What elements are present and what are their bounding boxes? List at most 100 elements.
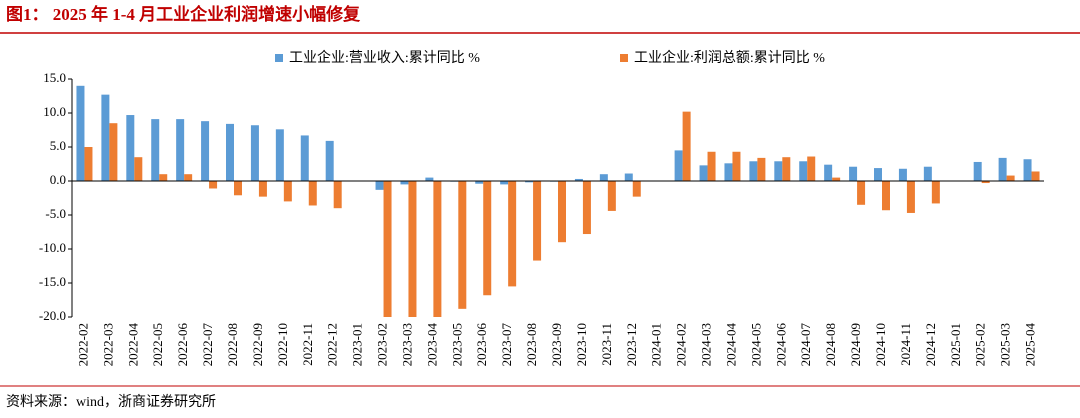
bar — [898, 168, 907, 181]
bar — [774, 161, 783, 181]
bar — [151, 119, 160, 181]
bar — [209, 181, 218, 189]
x-tick-label: 2023-07 — [499, 323, 514, 367]
y-tick-label: 15.0 — [43, 70, 66, 85]
x-tick-label: 2024-01 — [649, 323, 664, 366]
y-tick-label: -10.0 — [39, 240, 66, 255]
bar — [807, 156, 816, 181]
bar — [84, 147, 93, 181]
bar — [981, 181, 990, 184]
x-tick-label: 2023-04 — [424, 323, 439, 367]
bar — [176, 119, 185, 181]
bar — [300, 135, 309, 181]
bar — [375, 181, 384, 190]
bar — [134, 157, 143, 181]
bar — [458, 181, 467, 309]
bar — [525, 181, 534, 183]
bar — [226, 123, 234, 181]
legend-swatch — [620, 54, 628, 62]
bar — [607, 181, 616, 211]
bar — [1006, 175, 1015, 181]
bar — [757, 157, 766, 181]
x-tick-label: 2022-12 — [325, 323, 340, 366]
bar — [624, 173, 633, 181]
bar — [283, 181, 292, 202]
bar — [906, 181, 915, 213]
legend-label: 工业企业:利润总额:累计同比 % — [634, 49, 825, 66]
y-tick-label: 0.0 — [50, 172, 66, 187]
bar — [258, 181, 267, 197]
source: 资料来源：wind，浙商证券研究所 — [6, 394, 216, 410]
bar — [973, 161, 982, 181]
x-tick-label: 2023-06 — [474, 323, 489, 367]
x-tick-label: 2022-07 — [200, 323, 215, 367]
bar — [483, 181, 492, 296]
x-tick-label: 2025-03 — [998, 323, 1013, 366]
x-tick-label: 2024-12 — [923, 323, 938, 366]
bar — [234, 181, 242, 196]
x-tick-label: 2023-12 — [624, 323, 639, 366]
bar — [433, 181, 442, 317]
bar — [275, 129, 284, 181]
bar — [931, 181, 940, 204]
x-tick-label: 2022-03 — [100, 323, 115, 366]
bar — [333, 181, 342, 209]
x-tick-label: 2023-02 — [375, 323, 390, 366]
chart-title: 图1： 2025 年 1-4 月工业企业利润增速小幅修复 — [6, 4, 361, 24]
x-tick-label: 2022-09 — [250, 323, 265, 366]
bar — [582, 181, 591, 235]
bar — [400, 181, 409, 185]
bar — [699, 165, 708, 181]
bar — [308, 181, 317, 206]
x-tick-label: 2022-08 — [225, 323, 240, 366]
bar — [799, 161, 808, 181]
bar — [749, 161, 758, 181]
bar — [408, 181, 417, 317]
bar — [574, 178, 583, 181]
y-tick-label: -15.0 — [39, 274, 66, 289]
bar — [732, 151, 741, 181]
x-tick-label: 2024-03 — [699, 323, 714, 366]
x-tick-label: 2025-04 — [1023, 323, 1038, 367]
bar — [201, 121, 210, 181]
x-tick-label: 2024-11 — [898, 323, 913, 366]
bar — [998, 157, 1007, 181]
x-tick-label: 2022-02 — [75, 323, 90, 366]
bar — [923, 166, 932, 181]
x-tick-label: 2022-04 — [125, 323, 140, 367]
bar — [475, 181, 484, 184]
bar — [184, 174, 193, 181]
x-tick-label: 2024-06 — [773, 323, 788, 367]
y-tick-label: 5.0 — [50, 138, 66, 153]
bar — [882, 181, 890, 211]
bar — [101, 94, 110, 181]
x-tick-label: 2023-01 — [350, 323, 365, 366]
x-tick-label: 2024-07 — [798, 323, 813, 367]
bar — [724, 163, 733, 181]
y-tick-label: -20.0 — [39, 308, 66, 323]
x-tick-label: 2025-01 — [948, 323, 963, 366]
bar — [109, 123, 118, 181]
bar — [849, 166, 858, 181]
x-tick-label: 2023-08 — [524, 323, 539, 366]
x-tick-label: 2022-05 — [150, 323, 165, 366]
legend-swatch — [275, 54, 283, 62]
bar — [632, 181, 641, 197]
x-tick-label: 2024-05 — [748, 323, 763, 366]
x-tick-label: 2022-06 — [175, 323, 190, 367]
bar — [558, 181, 566, 243]
bar — [126, 115, 135, 181]
x-tick-label: 2024-02 — [674, 323, 689, 366]
bar — [682, 111, 691, 181]
x-tick-label: 2024-04 — [723, 323, 738, 367]
bar — [832, 177, 841, 181]
bar — [533, 181, 542, 261]
bar — [508, 181, 517, 287]
bar — [707, 151, 716, 181]
x-tick-label: 2023-05 — [449, 323, 464, 366]
bar — [325, 140, 334, 181]
x-tick-label: 2022-10 — [275, 323, 290, 366]
x-tick-label: 2024-10 — [873, 323, 888, 366]
bar — [599, 174, 608, 181]
legend-label: 工业企业:营业收入:累计同比 % — [289, 49, 480, 66]
